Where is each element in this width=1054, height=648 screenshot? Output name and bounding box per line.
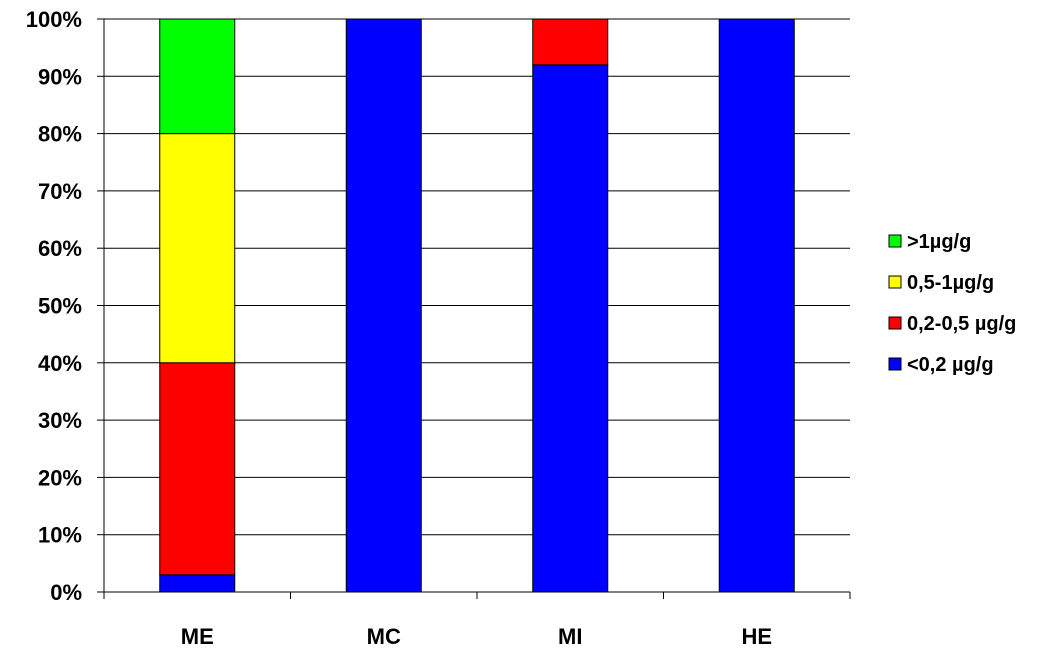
y-tick-label: 0% (50, 580, 82, 605)
legend-label: 0,5-1µg/g (907, 272, 994, 294)
x-category-label: ME (181, 624, 214, 648)
y-tick-label: 100% (26, 7, 82, 32)
y-tick-label: 90% (38, 64, 82, 89)
y-tick-label: 30% (38, 408, 82, 433)
legend-swatch (888, 275, 902, 289)
y-tick-label: 40% (38, 351, 82, 376)
legend-swatch (888, 357, 902, 371)
x-category-label: HE (741, 624, 772, 648)
bar-segment (159, 133, 236, 364)
bar-segment (159, 574, 236, 593)
legend-label: 0,2-0,5 µg/g (907, 313, 1016, 335)
y-tick-label: 70% (38, 179, 82, 204)
legend-swatch (888, 234, 902, 248)
bars (159, 18, 795, 593)
legend: >1µg/g 0,5-1µg/g 0,2-0,5 µg/g <0,2 µg/g (888, 231, 1016, 376)
y-tick-label: 80% (38, 122, 82, 147)
bar-segment (532, 18, 609, 66)
legend-swatch (888, 316, 902, 330)
bar-segment (532, 64, 609, 593)
bar-segment (718, 18, 795, 593)
y-tick-label: 60% (38, 236, 82, 261)
bar-segment (159, 18, 236, 135)
axes: 0% 10% 20% 30% 40% 50% 60% 70% 80% 90% 100% ME MC MI H… (26, 7, 851, 648)
y-tick-label: 10% (38, 523, 82, 548)
legend-label: >1µg/g (907, 231, 971, 253)
x-category-label: MI (558, 624, 582, 648)
bar-segment (159, 362, 236, 576)
x-category-label: MC (367, 624, 401, 648)
y-tick-label: 50% (38, 294, 82, 319)
bar-segment (345, 18, 422, 593)
y-tick-label: 20% (38, 465, 82, 490)
legend-label: <0,2 µg/g (907, 354, 994, 376)
